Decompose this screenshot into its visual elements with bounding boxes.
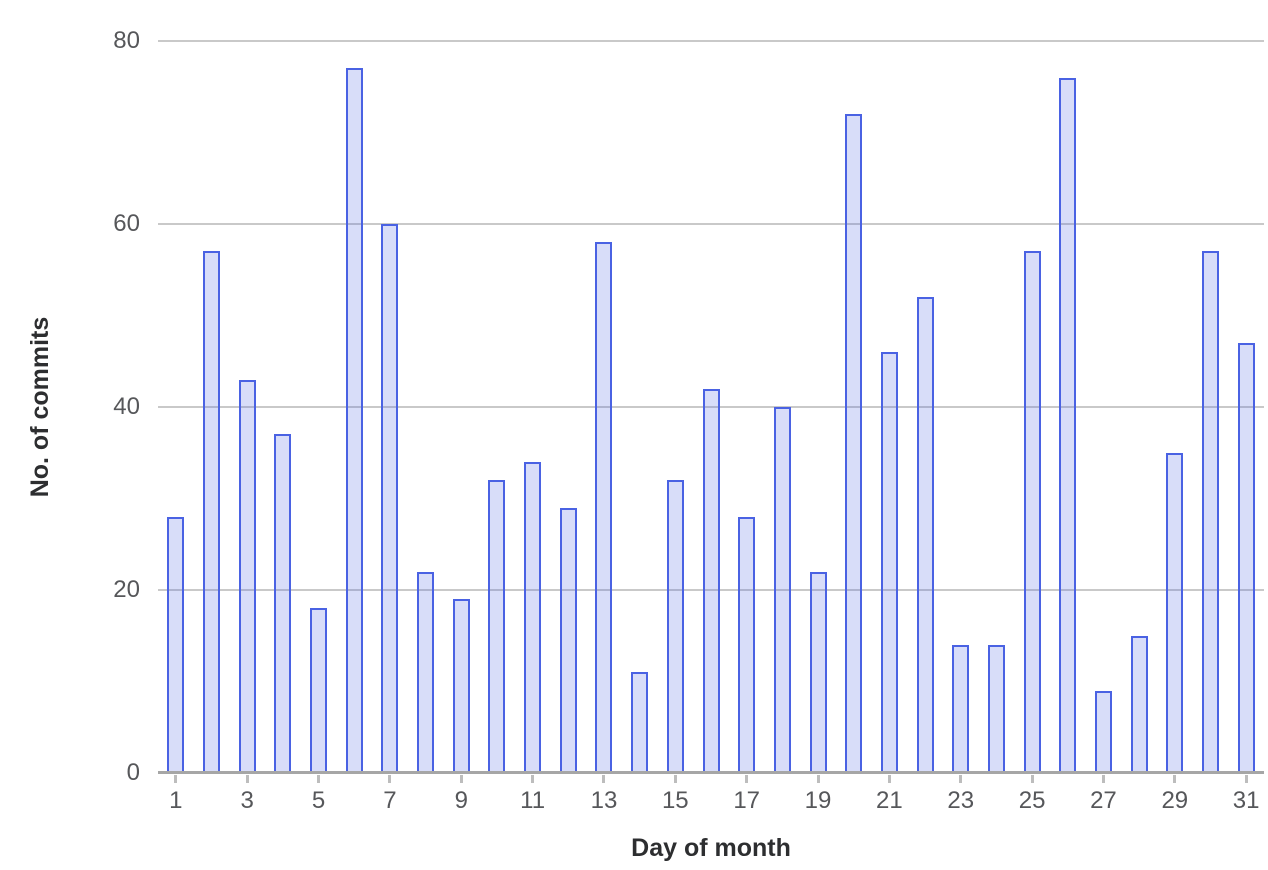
bar-day-9: [452, 599, 470, 773]
x-tick-mark-25: [1030, 775, 1034, 783]
plot-area: [158, 40, 1264, 774]
x-tick-mark-31: [1244, 775, 1248, 783]
x-tick-label-9: 9: [454, 787, 468, 814]
bar-day-28: [1130, 636, 1148, 773]
bar-day-6: [345, 68, 363, 773]
y-tick-label-60: 60: [113, 210, 140, 237]
x-tick-label-29: 29: [1161, 787, 1189, 814]
bar-day-2: [203, 251, 221, 773]
bar-day-22: [916, 297, 934, 773]
gridline-y-60: [158, 223, 1264, 225]
x-tick-label-3: 3: [240, 787, 254, 814]
bar-day-27: [1094, 691, 1112, 773]
x-tick-mark-23: [959, 775, 963, 783]
bar-day-17: [738, 517, 756, 773]
x-tick-mark-15: [673, 775, 677, 783]
x-tick-mark-9: [459, 775, 463, 783]
bar-day-30: [1201, 251, 1219, 773]
x-tick-mark-29: [1173, 775, 1177, 783]
x-tick-mark-13: [602, 775, 606, 783]
y-tick-label-20: 20: [113, 576, 140, 603]
x-tick-mark-27: [1101, 775, 1105, 783]
bar-day-1: [167, 517, 185, 773]
x-tick-mark-3: [245, 775, 249, 783]
x-tick-label-25: 25: [1018, 787, 1046, 814]
x-tick-mark-17: [745, 775, 749, 783]
gridline-y-40: [158, 406, 1264, 408]
x-tick-mark-19: [816, 775, 820, 783]
bar-day-5: [310, 608, 328, 773]
x-tick-label-31: 31: [1232, 787, 1260, 814]
x-tick-label-1: 1: [169, 787, 183, 814]
x-tick-mark-21: [887, 775, 891, 783]
bar-day-12: [559, 508, 577, 773]
bar-day-13: [595, 242, 613, 773]
x-axis-line: [158, 771, 1264, 774]
bar-day-25: [1023, 251, 1041, 773]
bar-day-11: [524, 462, 542, 773]
y-tick-label-40: 40: [113, 393, 140, 420]
x-tick-mark-1: [174, 775, 178, 783]
bar-day-29: [1166, 453, 1184, 773]
bar-day-4: [274, 434, 292, 773]
x-tick-mark-5: [317, 775, 321, 783]
x-axis-title: Day of month: [631, 834, 791, 862]
x-tick-label-7: 7: [383, 787, 397, 814]
bar-day-20: [845, 114, 863, 773]
bar-day-19: [809, 572, 827, 773]
bar-day-31: [1237, 343, 1255, 773]
bar-day-15: [666, 480, 684, 773]
bar-day-10: [488, 480, 506, 773]
gridline-y-20: [158, 589, 1264, 591]
x-tick-label-17: 17: [733, 787, 761, 814]
gridline-y-80: [158, 40, 1264, 42]
x-tick-label-11: 11: [520, 787, 546, 814]
bar-day-21: [880, 352, 898, 773]
bar-day-18: [773, 407, 791, 773]
bar-day-14: [631, 672, 649, 773]
x-tick-mark-7: [388, 775, 392, 783]
bar-day-8: [417, 572, 435, 773]
x-tick-label-19: 19: [804, 787, 832, 814]
bar-day-3: [238, 380, 256, 773]
x-tick-label-23: 23: [947, 787, 975, 814]
y-tick-label-80: 80: [113, 27, 140, 54]
x-tick-label-27: 27: [1090, 787, 1117, 814]
bar-day-16: [702, 389, 720, 773]
x-tick-mark-11: [531, 775, 535, 783]
bar-day-23: [952, 645, 970, 773]
x-tick-label-21: 21: [876, 787, 903, 814]
y-axis-title: No. of commits: [26, 316, 54, 498]
x-tick-label-5: 5: [311, 787, 326, 814]
y-tick-label-0: 0: [126, 759, 140, 786]
x-tick-label-13: 13: [590, 787, 618, 814]
bar-day-26: [1059, 78, 1077, 773]
bar-day-24: [987, 645, 1005, 773]
bar-day-7: [381, 224, 399, 773]
x-tick-label-15: 15: [661, 787, 689, 814]
